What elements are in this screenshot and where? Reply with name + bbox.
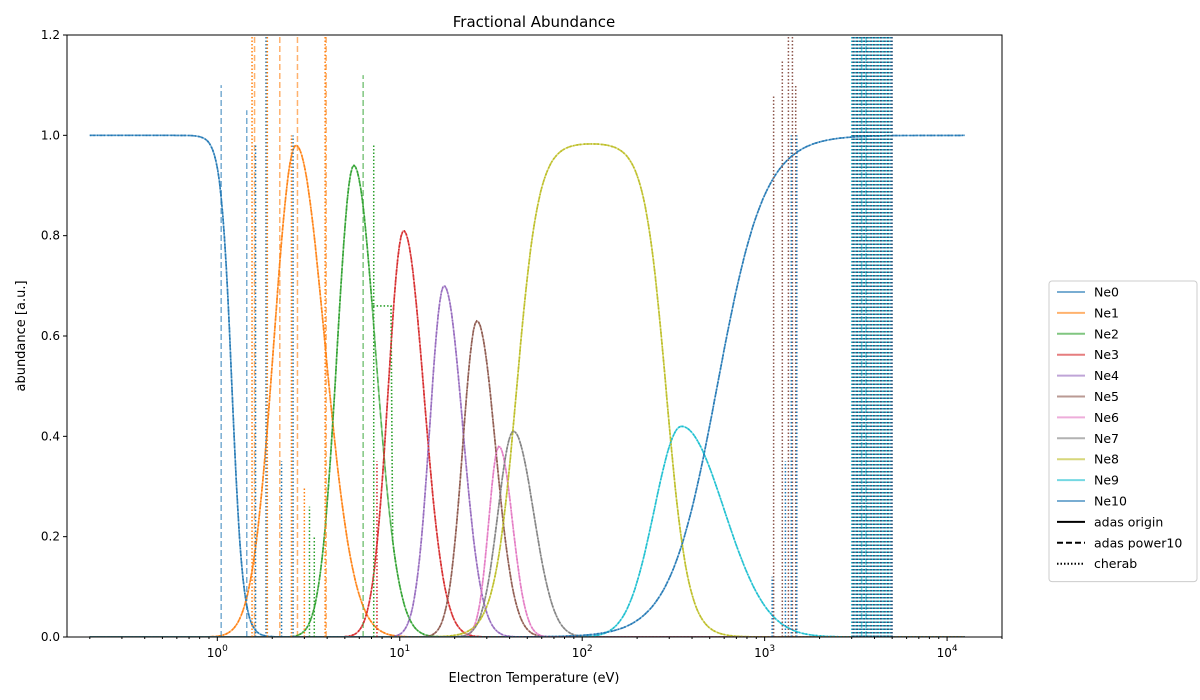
x-tick-label: 101 (389, 644, 410, 660)
series-ne5-dotted (89, 319, 965, 637)
x-tick-label: 104 (937, 644, 958, 660)
y-tick-label: 1.2 (41, 28, 60, 42)
legend-entry-label: Ne2 (1094, 326, 1119, 341)
y-axis: 0.0 0.2 0.4 0.6 0.8 1.0 1.2 (41, 28, 67, 644)
legend-entry-label: Ne8 (1094, 452, 1119, 467)
y-tick-label: 1.0 (41, 128, 60, 142)
legend-entry-label: Ne7 (1094, 431, 1119, 446)
legend-entry-label: Ne9 (1094, 473, 1119, 488)
plot-area (89, 35, 965, 637)
series-ne8-dotted (89, 143, 965, 637)
series-ne7-solid (89, 430, 965, 637)
y-tick-label: 0.8 (41, 229, 60, 243)
legend-entry-label: Ne4 (1094, 368, 1119, 383)
y-tick-label: 0.0 (41, 630, 60, 644)
x-tick-label: 100 (207, 644, 228, 660)
legend-entry-label: cherab (1094, 556, 1137, 571)
x-axis: 100 101 102 103 104 (89, 637, 1003, 660)
legend-entry-label: adas origin (1094, 514, 1163, 529)
legend-entry-label: Ne1 (1094, 305, 1119, 320)
legend-entry-label: Ne10 (1094, 494, 1127, 509)
x-tick-label: 103 (754, 644, 775, 660)
legend: Ne0 Ne1 Ne2 Ne3 Ne4 Ne5 Ne6 Ne7 Ne8 Ne9 Ne10 adas o… (1048, 280, 1198, 583)
y-tick-label: 0.2 (41, 530, 60, 544)
chart-title: Fractional Abundance (453, 13, 616, 31)
legend-entry-label: Ne5 (1094, 389, 1119, 404)
series-ne9-solid (89, 425, 965, 637)
x-tick-label: 102 (572, 644, 593, 660)
legend-entry-label: Ne6 (1094, 410, 1119, 425)
y-tick-label: 0.4 (41, 429, 60, 443)
series-ne0-dotted (89, 134, 965, 637)
legend-entry-label: Ne3 (1094, 347, 1119, 362)
legend-box (1048, 280, 1198, 583)
series-ne6-solid (89, 445, 965, 637)
legend-entry-label: Ne0 (1094, 285, 1119, 300)
y-tick-label: 0.6 (41, 329, 60, 343)
series-ne1-dashed (89, 144, 965, 637)
y-axis-label: abundance [a.u.] (14, 280, 29, 391)
legend-entry-label: adas power10 (1094, 535, 1182, 550)
x-axis-label: Electron Temperature (eV) (449, 671, 620, 686)
